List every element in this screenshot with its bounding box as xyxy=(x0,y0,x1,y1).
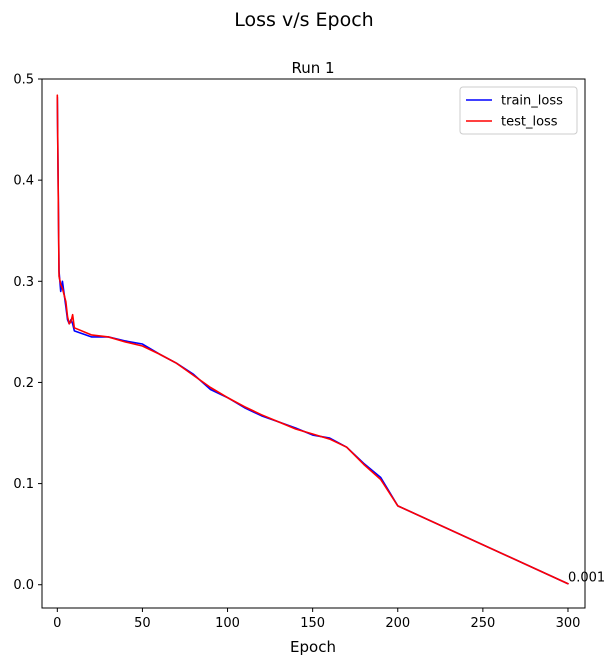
chart-suptitle: Loss v/s Epoch xyxy=(234,9,373,31)
x-tick-label: 200 xyxy=(385,616,410,631)
legend-box xyxy=(459,86,578,135)
legend: train_loss test_loss xyxy=(459,86,578,135)
y-tick-label: 0.4 xyxy=(13,174,34,189)
axes-frame xyxy=(41,78,586,609)
y-tick-label: 0.0 xyxy=(13,578,34,593)
x-tick-label: 0 xyxy=(53,616,61,631)
y-tick-label: 0.5 xyxy=(13,73,34,88)
value-annotation: 0.001 xyxy=(568,571,605,586)
series-line-train-loss xyxy=(56,96,569,585)
y-tick-label: 0.2 xyxy=(13,376,34,391)
plot-area: 0 50 100 150 200 250 300 0.0 0.1 0.2 0.3 0.4 0.5 0.00… xyxy=(13,73,605,632)
x-tick-label: 50 xyxy=(134,616,151,631)
y-tick-label: 0.1 xyxy=(13,477,34,492)
x-tick-label: 100 xyxy=(215,616,240,631)
y-tick-label: 0.3 xyxy=(13,275,34,290)
legend-label-train-loss: train_loss xyxy=(501,94,563,109)
x-tick-label: 250 xyxy=(470,616,495,631)
x-tick-label: 150 xyxy=(300,616,325,631)
series-line-test-loss xyxy=(56,94,569,585)
x-tick-label: 300 xyxy=(556,616,581,631)
chart-title: Run 1 xyxy=(291,59,334,77)
legend-label-test-loss: test_loss xyxy=(501,115,558,130)
x-axis-label: Epoch xyxy=(290,638,336,656)
